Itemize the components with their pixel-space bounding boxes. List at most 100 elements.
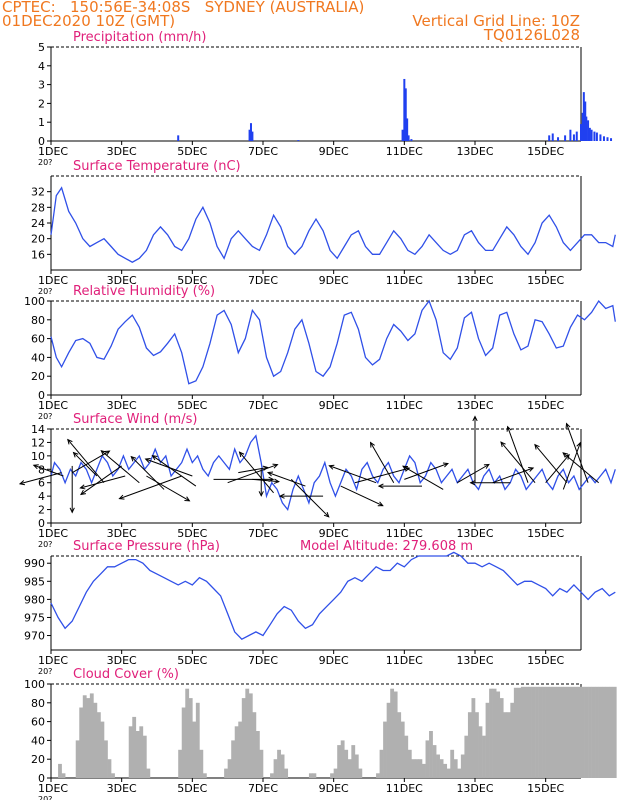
pressure-ytick-label: 990 [24, 557, 45, 570]
precipitation-bar [401, 129, 404, 141]
temperature-ytick-label: 24 [31, 217, 45, 230]
humidity-xtick-label: 5DEC [177, 399, 207, 412]
temperature-xtick-label: 9DEC [319, 274, 349, 287]
cloud-cover-bar [146, 768, 151, 778]
cloud-cover-bar [598, 686, 603, 778]
humidity-xtick-label: 9DEC [319, 399, 349, 412]
temperature-xtick-label: 15DEC [527, 274, 564, 287]
precipitation-bar [548, 135, 551, 141]
pressure-title: Surface Pressure (hPa) [73, 539, 220, 554]
pressure-ytick-label: 975 [24, 611, 45, 624]
wind-arrow-shaft [252, 478, 279, 483]
cloud-cover-bar [482, 735, 486, 778]
precipitation-bar [406, 118, 409, 141]
cloud-cover-bar [75, 740, 80, 778]
humidity-xtick-label: 15DEC [527, 399, 564, 412]
cloud-cover-bar [231, 740, 236, 778]
wind-arrow-shaft [404, 463, 449, 480]
precipitation-title: Precipitation (mm/h) [73, 30, 206, 45]
cloud-cover-bar [234, 726, 239, 778]
cloud-cover-xtick-label: 3DEC [107, 782, 137, 795]
cloud-cover-bar [429, 731, 433, 778]
cloud-cover-bar [58, 763, 62, 778]
cloud-cover-bar [386, 702, 391, 778]
cloud-cover-bar [411, 759, 416, 778]
cloud-cover-bar [489, 688, 493, 778]
wind-arrow-head [506, 425, 512, 432]
cloud-cover-ytick-label: 80 [31, 697, 45, 710]
wind-ytick-label: 8 [38, 463, 45, 476]
temperature-xtick-label: 13DEC [456, 274, 493, 287]
wind-arrow-shaft [33, 464, 64, 477]
wind-arrow-shaft [370, 442, 395, 483]
cloud-cover-bar [61, 773, 66, 778]
pressure-xtick-label: 5DEC [177, 654, 207, 667]
wind-xtick-label: 11DEC [386, 527, 423, 540]
precipitation-bar [584, 101, 587, 141]
cloud-cover-bar [142, 735, 147, 778]
wind-arrow-shaft [67, 439, 105, 484]
cloud-cover-bar [351, 745, 356, 778]
temperature-xtick-label: 1DEC [38, 274, 68, 287]
humidity-xtick-label: 1DEC [38, 399, 68, 412]
precipitation-xtick-label: 15DEC [527, 145, 564, 158]
wind-xtick-label: 5DEC [177, 527, 207, 540]
cloud-cover-bar [595, 686, 599, 778]
wind-arrow-head [80, 489, 86, 496]
wind-arrow-shaft [290, 479, 330, 518]
cloud-cover-bar [255, 731, 260, 778]
precipitation-xtick-label: 3DEC [107, 145, 137, 158]
cloud-cover-bar [86, 698, 91, 778]
wind-arrow-head [328, 464, 335, 470]
precipitation-bar [404, 88, 407, 141]
cloud-cover-bar [393, 691, 398, 778]
wind-xtick-label: 9DEC [319, 527, 349, 540]
cloud-cover-bar [528, 686, 532, 778]
humidity-ytick-label: 40 [31, 351, 45, 364]
cloud-cover-bar [453, 759, 458, 778]
cloud-cover-bar [128, 726, 133, 778]
precipitation-bar [248, 129, 251, 141]
wind-arrow-head [69, 507, 75, 514]
precipitation-xtick-label: 1DEC [38, 145, 68, 158]
wind-arrow-head [369, 441, 375, 448]
wind-arrow-shaft [534, 444, 568, 484]
precipitation-xtick-label: 13DEC [456, 145, 493, 158]
cloud-cover-bar [425, 740, 430, 778]
cloud-cover-bar [559, 686, 564, 778]
wind-arrow-shaft [19, 472, 62, 485]
wind-xtick-label: 3DEC [107, 527, 137, 540]
cloud-cover-bar [354, 754, 359, 778]
cloud-cover-bar [471, 698, 476, 778]
wind-arrow-shaft [402, 465, 444, 490]
cloud-cover-bar [566, 686, 571, 778]
precipitation-bar [251, 131, 254, 141]
cloud-cover-bar [549, 686, 554, 778]
cloud-cover-bar [358, 768, 363, 778]
precipitation-bar [410, 139, 413, 141]
wind-arrow-head [528, 466, 535, 472]
wind-ytick-label: 4 [38, 490, 45, 503]
wind-arrow-shaft [267, 472, 306, 487]
cloud-cover-bar [337, 745, 342, 778]
cloud-cover-bar [513, 687, 518, 778]
precipitation-ytick-label: 3 [38, 79, 45, 92]
cloud-cover-bar [418, 759, 423, 778]
temperature-xtick-label: 11DEC [386, 274, 423, 287]
cloud-cover-bar [333, 768, 338, 778]
wind-arrow-shaft [152, 455, 197, 487]
cloud-cover-bar [581, 686, 585, 778]
wind-arrow-shaft [80, 465, 122, 495]
pressure-annotation: Model Altitude: 279.608 m [300, 539, 473, 554]
pressure-xtick-label: 11DEC [386, 654, 423, 667]
wind-arrow-head [72, 451, 79, 458]
cloud-cover-bar [609, 686, 614, 778]
cloud-cover-bar [383, 721, 387, 778]
cloud-cover-bar [510, 702, 515, 778]
cloud-cover-bar [238, 721, 243, 778]
precipitation-bar [582, 92, 585, 141]
precipitation-bar [572, 134, 575, 141]
wind-arrow-head [104, 450, 111, 456]
cloud-cover-bar [280, 754, 285, 778]
wind-arrow-shaft [73, 452, 98, 477]
